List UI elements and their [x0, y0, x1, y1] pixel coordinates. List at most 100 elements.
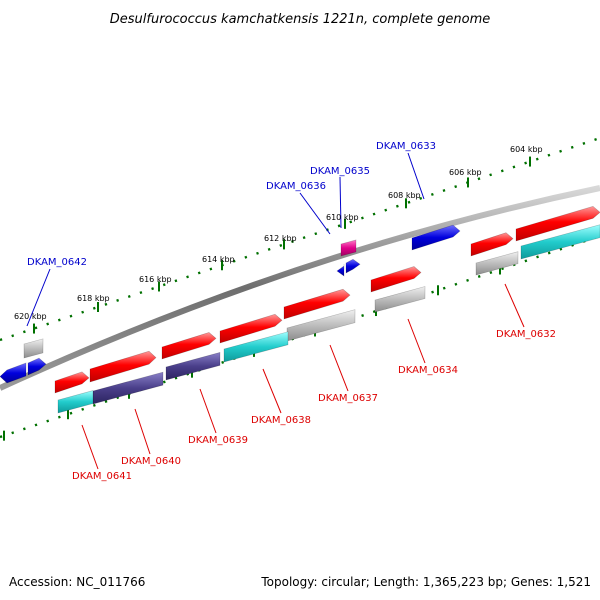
upper-dot — [430, 192, 434, 196]
gene-label-dkam-0634[interactable]: DKAM_0634 — [398, 365, 458, 376]
lower-dot — [162, 380, 166, 384]
upper-dot — [512, 165, 516, 169]
scale-label-614: 614 kbp — [202, 255, 235, 264]
upper-dot — [57, 318, 61, 322]
lower-dot — [11, 431, 15, 435]
upper-dot — [186, 275, 189, 279]
gene-box-cyan[interactable] — [520, 224, 600, 260]
gene-box-gray[interactable] — [475, 251, 519, 276]
gene-box-cyan[interactable] — [57, 390, 94, 414]
upper-dot — [384, 208, 388, 212]
upper-dot — [302, 236, 306, 240]
gene-label-dkam-0638[interactable]: DKAM_0638 — [251, 415, 311, 426]
gene-arrow-red[interactable] — [161, 332, 217, 360]
gene-label-dkam-0635[interactable]: DKAM_0635 — [310, 166, 370, 177]
upper-dot — [594, 138, 597, 141]
upper-dot — [22, 330, 26, 334]
lower-dot — [81, 407, 85, 411]
upper-dot — [92, 306, 96, 310]
lower-dot — [174, 376, 178, 380]
lower-dot — [116, 396, 120, 400]
upper-dot — [69, 314, 73, 318]
upper-dot — [291, 240, 294, 244]
upper-dot — [81, 310, 85, 314]
gene-label-dkam-0642[interactable]: DKAM_0642 — [27, 257, 87, 268]
lower-dot — [372, 310, 376, 314]
gene-arrow-dkam-0636-a[interactable] — [345, 258, 361, 274]
gene-arrow-dkam-0636-b[interactable] — [336, 264, 345, 277]
gene-arrow-red[interactable] — [89, 350, 157, 383]
scale-label-608: 608 kbp — [388, 191, 421, 200]
leader-dkam-0637 — [329, 344, 349, 392]
lower-dot — [92, 403, 96, 407]
gene-arrow-red[interactable] — [370, 266, 422, 293]
upper-dot — [535, 157, 539, 161]
upper-dot — [419, 196, 423, 200]
upper-dot — [314, 232, 318, 236]
gene-arrow-red[interactable] — [470, 232, 514, 257]
genome-backbone — [0, 185, 600, 391]
upper-dot — [0, 338, 3, 342]
gene-box-gray[interactable] — [374, 286, 426, 313]
upper-dot — [151, 287, 155, 291]
gene-arrow-red[interactable] — [515, 205, 600, 242]
upper-dot — [349, 220, 353, 224]
upper-dot — [209, 267, 213, 271]
gene-arrow-dkam-0635[interactable] — [340, 239, 357, 257]
gene-arrow-dkam-0642-b[interactable] — [27, 357, 47, 376]
lower-dot — [477, 274, 481, 278]
gene-label-dkam-0641[interactable]: DKAM_0641 — [72, 471, 132, 482]
lower-dot — [536, 255, 539, 259]
gene-arrow-red[interactable] — [54, 371, 90, 394]
gene-arrow-dkam-0633[interactable] — [411, 224, 461, 251]
scale-label-618: 618 kbp — [77, 294, 110, 303]
lower-dot — [512, 263, 516, 267]
gene-label-dkam-0633[interactable]: DKAM_0633 — [376, 141, 436, 152]
gene-label-dkam-0639[interactable]: DKAM_0639 — [188, 435, 248, 446]
leader-dkam-0642 — [26, 268, 51, 327]
leader-dkam-0639 — [199, 388, 217, 434]
scale-label-616: 616 kbp — [139, 275, 172, 284]
upper-dot — [127, 294, 131, 298]
lower-dot — [501, 267, 504, 271]
leader-dkam-0633 — [407, 152, 425, 200]
gene-label-dkam-0632[interactable]: DKAM_0632 — [496, 329, 556, 340]
upper-dot — [372, 212, 376, 216]
gene-arrow-red[interactable] — [283, 288, 351, 320]
lower-dot — [57, 415, 61, 419]
lower-dot — [489, 271, 493, 275]
lower-dot — [221, 360, 225, 364]
lower-dot — [22, 427, 26, 431]
gene-arrow-dkam-0642-a[interactable] — [0, 362, 27, 384]
upper-dot — [244, 255, 248, 259]
gene-box-cyan[interactable] — [223, 331, 289, 363]
gene-label-dkam-0637[interactable]: DKAM_0637 — [318, 393, 378, 404]
gene-box-gray-0642[interactable] — [23, 338, 44, 359]
lower-dot — [431, 290, 434, 294]
upper-dot — [442, 189, 446, 193]
lower-dot — [46, 419, 50, 423]
gene-arrow-red[interactable] — [219, 313, 283, 344]
leader-dkam-0634 — [407, 318, 426, 364]
accession-text: Accession: NC_011766 — [9, 575, 145, 589]
upper-dot — [360, 216, 364, 220]
leader-dkam-0638 — [262, 368, 282, 414]
lower-dot — [442, 286, 446, 290]
gene-label-dkam-0640[interactable]: DKAM_0640 — [121, 456, 181, 467]
leader-dkam-0632 — [504, 283, 525, 328]
gene-label-dkam-0636[interactable]: DKAM_0636 — [266, 181, 326, 192]
lower-dot — [524, 259, 528, 263]
scale-label-620: 620 kbp — [14, 312, 47, 321]
lower-dot — [34, 423, 38, 427]
leader-dkam-0641 — [81, 424, 99, 470]
lower-dot — [454, 282, 458, 286]
upper-dot — [407, 200, 411, 204]
lower-dot — [0, 435, 3, 439]
gene-box-purple[interactable] — [165, 352, 221, 381]
scale-label-610: 610 kbp — [326, 213, 359, 222]
upper-dot — [395, 204, 399, 208]
upper-dot — [454, 185, 458, 189]
upper-dot — [489, 173, 493, 177]
upper-dot — [116, 298, 120, 302]
